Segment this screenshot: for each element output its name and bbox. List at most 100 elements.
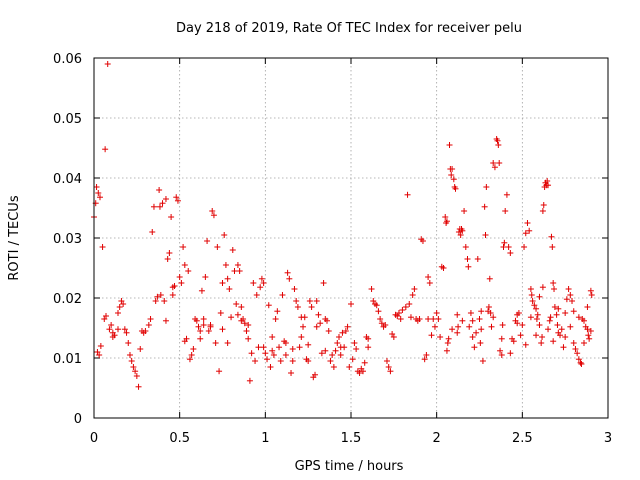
data-point: [551, 286, 558, 292]
data-point: [402, 304, 409, 310]
data-point: [465, 263, 472, 270]
data-point: [353, 346, 360, 352]
data-point: [181, 262, 188, 268]
data-point: [346, 364, 353, 370]
data-point: [430, 316, 437, 322]
data-point: [533, 305, 540, 312]
data-point: [149, 229, 156, 235]
data-point: [137, 346, 144, 352]
data-point: [142, 328, 149, 334]
data-point: [390, 334, 397, 340]
data-point: [547, 314, 554, 321]
data-point: [226, 286, 233, 292]
data-point: [349, 356, 356, 363]
data-point: [426, 280, 433, 286]
data-point: [188, 352, 195, 358]
data-point: [248, 350, 255, 357]
data-point: [575, 356, 582, 363]
data-point: [553, 311, 560, 318]
data-point: [425, 316, 432, 322]
data-point: [550, 338, 557, 345]
data-point: [327, 358, 334, 364]
data-point: [443, 218, 450, 225]
data-point: [99, 244, 106, 250]
x-tick-label: 0.5: [169, 431, 190, 446]
data-point: [293, 298, 300, 304]
data-point: [210, 212, 217, 219]
data-point: [503, 191, 510, 198]
data-point: [491, 164, 498, 171]
data-point: [317, 320, 324, 327]
data-point: [486, 275, 493, 282]
data-point: [443, 347, 450, 354]
data-point: [198, 287, 205, 294]
data-point: [421, 356, 428, 363]
data-point: [459, 317, 466, 324]
data-point: [382, 322, 389, 328]
data-point: [126, 352, 133, 358]
data-point: [190, 346, 197, 352]
data-point: [330, 364, 337, 370]
data-point: [231, 268, 238, 274]
data-point: [306, 298, 313, 304]
data-point: [527, 286, 534, 292]
data-point: [533, 316, 540, 322]
data-point: [461, 208, 468, 214]
data-point: [479, 358, 486, 364]
data-point: [276, 344, 283, 351]
data-point: [200, 322, 207, 328]
data-point: [171, 283, 178, 289]
data-point: [539, 334, 546, 340]
data-point: [521, 244, 528, 250]
data-point: [557, 332, 564, 339]
data-point: [291, 286, 298, 292]
data-point: [558, 326, 565, 333]
data-point: [257, 284, 264, 291]
y-tick-label: 0.02: [53, 292, 82, 307]
data-point: [150, 203, 157, 210]
data-point: [258, 275, 265, 282]
data-point: [507, 350, 514, 357]
data-point: [109, 334, 116, 340]
data-point: [154, 293, 161, 300]
data-point: [545, 326, 552, 333]
data-point: [312, 371, 319, 378]
data-point: [95, 190, 102, 196]
data-point: [128, 358, 135, 364]
data-point: [102, 313, 109, 319]
data-point: [365, 335, 372, 342]
data-point: [202, 274, 209, 280]
data-point: [308, 304, 315, 310]
data-point: [473, 329, 480, 336]
data-point: [446, 142, 453, 148]
data-point: [277, 358, 284, 364]
data-point: [534, 311, 541, 318]
data-point: [567, 292, 574, 298]
data-point: [469, 334, 476, 340]
data-point: [485, 304, 492, 310]
data-point: [549, 244, 556, 250]
data-point: [96, 194, 103, 201]
data-point: [313, 323, 320, 330]
data-point: [431, 323, 438, 330]
data-point: [560, 344, 567, 351]
data-point: [498, 352, 505, 358]
data-point: [222, 262, 229, 268]
data-point: [337, 352, 344, 358]
data-point: [204, 238, 211, 244]
data-point: [200, 316, 207, 322]
data-point: [337, 344, 344, 351]
data-point: [102, 146, 109, 153]
data-point: [174, 197, 181, 204]
data-point: [368, 286, 375, 292]
data-point: [116, 304, 123, 310]
grid-lines: [94, 58, 608, 418]
data-point: [435, 316, 442, 322]
axis-ticks: 0 0.5 1 1.5 2 2.5 3 0 0.01 0.02 0.03 0.04 0.05 0.06: [53, 52, 612, 446]
data-point: [449, 326, 456, 333]
data-point: [325, 328, 332, 334]
data-point: [462, 244, 469, 250]
data-point: [483, 184, 490, 190]
data-point: [351, 340, 358, 346]
